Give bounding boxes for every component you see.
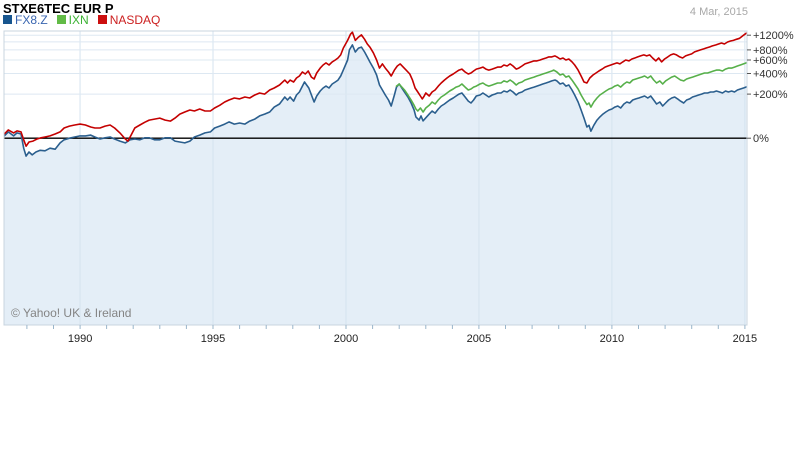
copyright-label: © Yahoo! UK & Ireland [11,306,132,320]
legend-label: FX8.Z [15,12,48,27]
series-line-fx8z [3,44,748,157]
svg-text:2005: 2005 [467,333,491,345]
plot-border [3,30,748,326]
svg-text:0%: 0% [753,133,769,145]
legend-swatch [56,15,66,24]
legend-swatch [97,15,107,24]
svg-text:2010: 2010 [600,333,624,345]
svg-text:+1200%: +1200% [753,30,794,42]
legend-item: NASDAQ [97,12,161,27]
legend-swatch [3,15,12,24]
series-line-nasdaq [3,31,748,147]
svg-text:1995: 1995 [201,333,225,345]
legend-label: IXN [68,12,89,27]
chart-title: STXE6TEC EUR P [3,1,114,16]
legend-item: FX8.Z [3,13,48,27]
legend-label: NASDAQ [109,12,161,27]
svg-text:1990: 1990 [68,333,92,345]
x-axis-labels: 1990 1995 2000 2005 2010 2015 [26,325,757,345]
svg-text:+400%: +400% [753,69,788,81]
chart-date-label: 4 Mar, 2015 [689,6,748,18]
svg-text:+200%: +200% [753,89,788,101]
svg-text:2000: 2000 [334,333,358,345]
y-axis-labels: +1200% +800%+600% +400% +200% 0% [747,30,794,145]
chart-legend: FX8.Z IXN NASDAQ [3,12,169,27]
svg-text:+800%: +800% [753,45,788,57]
legend-item: IXN [56,12,89,27]
gridlines [4,31,747,325]
svg-text:+600%: +600% [753,55,788,67]
area-fill [4,44,747,326]
svg-text:2015: 2015 [733,333,757,345]
series-line-ixn [395,62,748,113]
